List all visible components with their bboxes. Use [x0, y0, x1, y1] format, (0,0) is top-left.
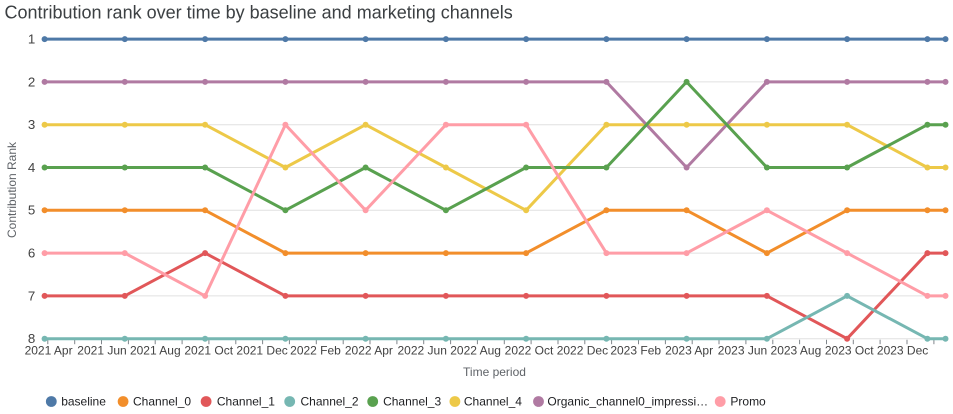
svg-text:Channel_0: Channel_0	[133, 395, 191, 409]
svg-text:2023 Apr: 2023 Apr	[665, 344, 713, 358]
svg-text:Channel_1: Channel_1	[217, 395, 275, 409]
svg-text:Organic_channel0_impressi…: Organic_channel0_impressi…	[547, 395, 708, 409]
svg-text:6: 6	[28, 246, 35, 261]
svg-text:2022 Oct: 2022 Oct	[505, 344, 554, 358]
svg-text:2021 Oct: 2021 Oct	[184, 344, 233, 358]
svg-text:Channel_2: Channel_2	[301, 395, 359, 409]
svg-text:Channel_4: Channel_4	[464, 395, 522, 409]
svg-text:2021 Dec: 2021 Dec	[236, 344, 287, 358]
svg-text:2021 Apr: 2021 Apr	[25, 344, 73, 358]
svg-text:2023 Oct: 2023 Oct	[825, 344, 874, 358]
svg-text:Contribution rank over time by: Contribution rank over time by baseline …	[5, 2, 513, 22]
svg-text:4: 4	[28, 160, 35, 175]
svg-text:2023 Aug: 2023 Aug	[771, 344, 822, 358]
svg-text:2023 Dec: 2023 Dec	[877, 344, 928, 358]
svg-text:2022 Jun: 2022 Jun	[398, 344, 447, 358]
svg-text:2023 Jun: 2023 Jun	[718, 344, 767, 358]
svg-text:3: 3	[28, 117, 35, 132]
svg-text:2022 Feb: 2022 Feb	[290, 344, 341, 358]
svg-text:2022 Apr: 2022 Apr	[345, 344, 393, 358]
svg-text:Time period: Time period	[463, 365, 526, 379]
svg-text:Promo: Promo	[730, 395, 766, 409]
svg-text:1: 1	[28, 32, 35, 47]
svg-text:2021 Aug: 2021 Aug	[130, 344, 181, 358]
svg-text:2022 Dec: 2022 Dec	[557, 344, 608, 358]
svg-text:baseline: baseline	[61, 395, 106, 409]
svg-text:2021 Jun: 2021 Jun	[77, 344, 126, 358]
svg-text:2023 Feb: 2023 Feb	[610, 344, 661, 358]
svg-text:5: 5	[28, 203, 35, 218]
svg-text:2: 2	[28, 74, 35, 89]
svg-text:7: 7	[28, 288, 35, 303]
svg-text:8: 8	[28, 331, 35, 346]
svg-text:2022 Aug: 2022 Aug	[450, 344, 501, 358]
svg-text:Contribution Rank: Contribution Rank	[5, 141, 19, 238]
svg-text:Channel_3: Channel_3	[383, 395, 441, 409]
